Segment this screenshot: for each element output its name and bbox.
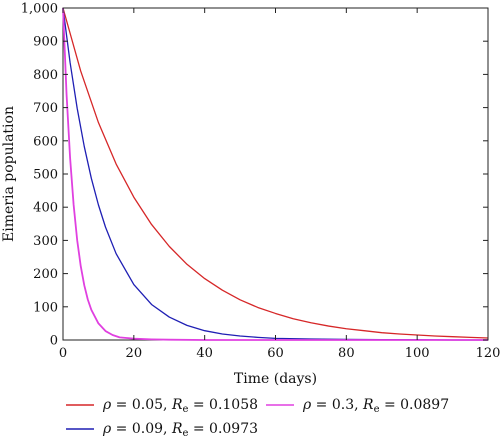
series-layer xyxy=(62,7,489,341)
y-tick-label: 700 xyxy=(33,101,58,116)
y-tick-label: 500 xyxy=(33,168,58,183)
y-tick-label: 800 xyxy=(33,68,58,83)
series-line-2 xyxy=(62,7,488,341)
series-line-3 xyxy=(62,7,488,341)
legend-label: ρ = 0.3, Re = 0.0897 xyxy=(302,397,449,415)
legend-item-1: ρ = 0.05, Re = 0.1058 xyxy=(66,397,258,415)
x-tick-label: 40 xyxy=(196,346,213,361)
x-tick-label: 100 xyxy=(405,346,430,361)
y-tick-label: 100 xyxy=(33,300,58,315)
y-tick-label: 1,000 xyxy=(21,2,58,17)
legend-item-3: ρ = 0.3, Re = 0.0897 xyxy=(266,397,449,415)
y-tick-label: 900 xyxy=(33,35,58,50)
plot-area xyxy=(62,7,489,341)
y-tick-label: 400 xyxy=(33,201,58,216)
series-line-1 xyxy=(62,7,489,339)
plot-frame xyxy=(62,7,489,341)
y-tick-label: 200 xyxy=(33,267,58,282)
legend: ρ = 0.05, Re = 0.1058 ρ = 0.09, Re = 0.09… xyxy=(66,397,449,439)
x-tick-label: 0 xyxy=(59,346,67,361)
x-tick-label: 60 xyxy=(267,346,284,361)
legend-item-2: ρ = 0.09, Re = 0.0973 xyxy=(66,421,258,439)
x-tick-label: 20 xyxy=(126,346,143,361)
legend-label: ρ = 0.05, Re = 0.1058 xyxy=(102,397,258,415)
axes-layer: 0 20 40 60 80 100 120 0 100 200 300 400 500 600 700 800… xyxy=(21,2,500,362)
y-tick-label: 0 xyxy=(50,334,58,349)
x-tick-label: 80 xyxy=(338,346,355,361)
x-tick-label: 120 xyxy=(476,346,500,361)
legend-label: ρ = 0.09, Re = 0.0973 xyxy=(102,421,258,439)
y-axis-title: Eimeria population xyxy=(1,106,17,242)
x-axis-title: Time (days) xyxy=(234,371,317,387)
y-tick-label: 300 xyxy=(33,234,58,249)
y-tick-label: 600 xyxy=(33,134,58,149)
